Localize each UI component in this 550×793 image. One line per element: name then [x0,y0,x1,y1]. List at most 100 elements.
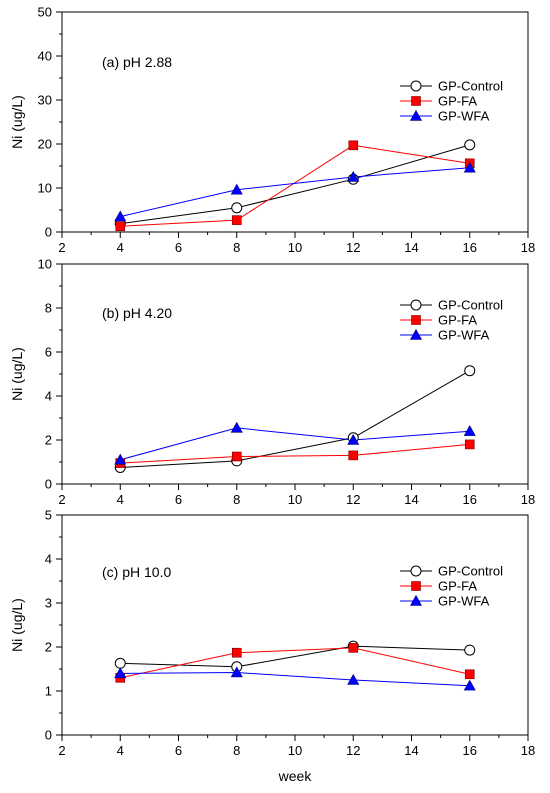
legend-marker [409,109,423,121]
data-point [114,453,127,465]
legend-entry: GP-WFA [438,594,490,609]
y-tick-label: 8 [45,301,52,316]
legend-entry: GP-FA [438,94,477,109]
x-tick-label: 8 [233,743,240,758]
x-tick-label: 16 [463,240,477,255]
y-tick-label: 30 [38,93,52,108]
legend-entry: GP-Control [438,298,503,313]
legend-entry: GP-Control [438,564,503,579]
legend-marker [410,80,422,92]
data-point [348,643,359,653]
data-point [463,425,476,436]
series-line [120,647,470,679]
x-tick-label: 2 [58,240,65,255]
data-point [463,679,476,691]
y-tick-label: 2 [45,640,52,655]
x-tick-label: 8 [233,240,240,255]
x-tick-label: 16 [463,492,477,507]
data-point [114,667,127,679]
y-tick-label: 2 [45,433,52,448]
x-tick-label: 10 [288,240,302,255]
data-point [114,657,126,669]
x-tick-label: 4 [117,240,124,255]
legend-marker [411,96,421,106]
panel-annotation: (c) pH 10.0 [102,564,171,580]
legend-marker [409,594,423,606]
x-tick-label: 12 [346,492,360,507]
x-tick-label: 10 [288,743,302,758]
data-point [230,666,243,678]
x-tick-label: 12 [346,240,360,255]
y-tick-label: 1 [45,684,52,699]
chart-panel: 2 4 6 8 10 12 14 16 18 0 10 20 30 40 50 Ni (ug/L) (a) pH… [9,5,535,256]
y-tick-label: 5 [45,508,52,523]
y-tick-label: 4 [45,552,52,567]
data-point [348,140,359,151]
x-tick-label: 4 [117,492,124,507]
x-tick-label: 2 [58,743,65,758]
panel-annotation: (b) pH 4.20 [102,305,172,321]
legend-entry: GP-Control [438,79,503,94]
data-point [464,139,476,151]
x-tick-label: 8 [233,492,240,507]
y-tick-label: 6 [45,345,52,360]
data-point [463,161,476,173]
data-point [347,673,360,685]
legend-marker [411,315,421,325]
series-line [120,370,470,468]
y-tick-label: 0 [45,728,52,743]
data-point [348,450,359,461]
series-line [120,645,470,668]
data-point [347,170,360,182]
data-point [114,210,127,222]
y-tick-label: 40 [38,49,52,64]
x-tick-label: 14 [404,492,418,507]
legend-entry: GP-FA [438,579,477,594]
plot-frame [61,514,529,736]
y-tick-label: 0 [45,477,52,492]
y-tick-label: 4 [45,389,52,404]
series-line [120,167,470,218]
x-tick-label: 18 [521,240,535,255]
x-axis-title: week [278,768,313,784]
data-point [230,183,243,195]
data-point [230,421,243,433]
x-tick-label: 14 [404,240,418,255]
series-line [120,427,470,461]
legend-marker [410,299,422,311]
x-tick-label: 4 [117,743,124,758]
data-point [115,221,126,232]
series-line [120,443,470,464]
x-tick-label: 2 [58,492,65,507]
x-tick-label: 6 [175,492,182,507]
y-tick-label: 3 [45,596,52,611]
data-point [347,433,360,445]
x-tick-label: 6 [175,240,182,255]
panel-annotation: (a) pH 2.88 [102,54,172,70]
data-point [231,647,242,658]
data-point [231,202,243,214]
series-line [120,672,470,687]
x-tick-label: 12 [346,743,360,758]
series-line [120,144,470,227]
legend-entry: GP-WFA [438,328,490,343]
x-tick-label: 14 [404,743,418,758]
data-point [464,644,476,656]
x-tick-label: 18 [521,492,535,507]
x-tick-label: 16 [463,743,477,758]
data-point [464,669,475,680]
data-point [464,365,476,377]
y-tick-label: 20 [38,137,52,152]
y-tick-label: 10 [38,257,52,272]
x-tick-label: 10 [288,492,302,507]
legend-entry: GP-WFA [438,109,490,124]
data-point [231,451,242,462]
legend-entry: GP-FA [438,313,477,328]
data-point [231,215,242,225]
x-tick-label: 18 [521,743,535,758]
